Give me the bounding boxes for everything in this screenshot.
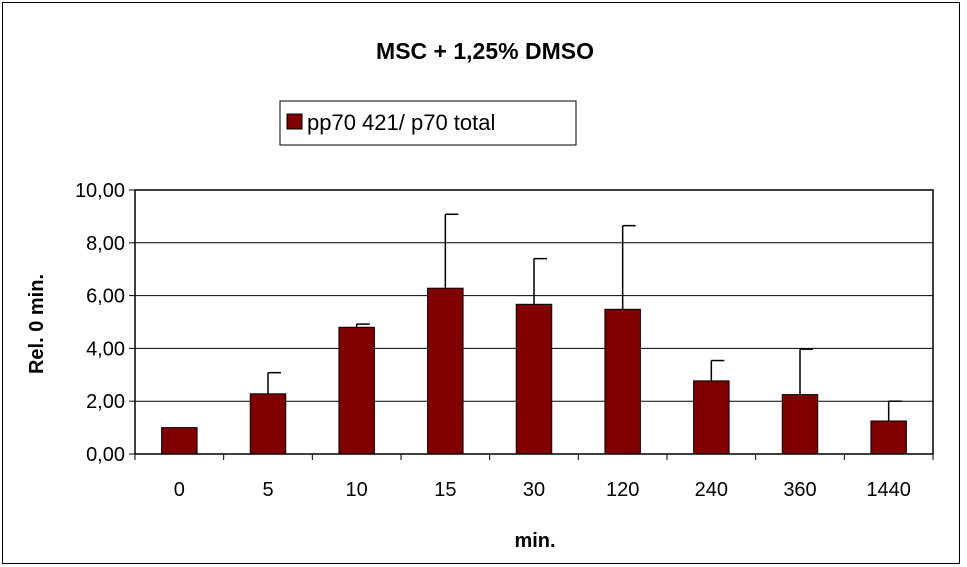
legend-box — [279, 100, 577, 146]
bar — [338, 326, 375, 455]
x-tick-label: 30 — [523, 479, 545, 501]
bar-chart: MSC + 1,25% DMSO pp70 421/ p70 total 0,0… — [26, 38, 934, 552]
bar — [515, 303, 553, 455]
x-tick-label: 120 — [606, 479, 639, 501]
x-tick-label: 10 — [346, 479, 368, 501]
bar — [870, 420, 907, 455]
y-tick-label: 10,00 — [75, 180, 125, 202]
bar — [427, 287, 464, 455]
y-tick-label: 2,00 — [86, 391, 125, 413]
legend-label: pp70 421/ p70 total — [307, 110, 495, 135]
y-tick-label: 0,00 — [86, 444, 125, 466]
y-tick-label: 6,00 — [86, 286, 125, 308]
error-bars — [267, 213, 902, 421]
bar — [249, 393, 287, 455]
bar — [693, 380, 730, 455]
x-tick-labels: 0 5 10 15 30 120 240 360 1440 — [174, 479, 911, 501]
y-axis-title: Rel. 0 min. — [26, 274, 48, 374]
bar — [781, 394, 819, 455]
bars — [161, 287, 907, 455]
y-tick-label: 4,00 — [86, 338, 125, 360]
x-tick-label: 15 — [434, 479, 456, 501]
legend: pp70 421/ p70 total — [279, 100, 577, 146]
x-axis-title: min. — [514, 530, 555, 552]
bar — [161, 427, 198, 455]
axes — [129, 189, 934, 460]
x-tick-label: 1440 — [866, 479, 911, 501]
y-tick-labels: 0,00 2,00 4,00 6,00 8,00 10,00 — [75, 180, 125, 466]
bar — [604, 308, 641, 455]
x-tick-label: 5 — [262, 479, 273, 501]
y-tick-label: 8,00 — [86, 233, 125, 255]
plot-area-border — [134, 189, 934, 455]
chart-title: MSC + 1,25% DMSO — [376, 38, 594, 64]
x-tick-label: 240 — [695, 479, 728, 501]
x-tick-label: 360 — [783, 479, 816, 501]
x-tick-label: 0 — [174, 479, 185, 501]
legend-swatch — [286, 113, 303, 130]
